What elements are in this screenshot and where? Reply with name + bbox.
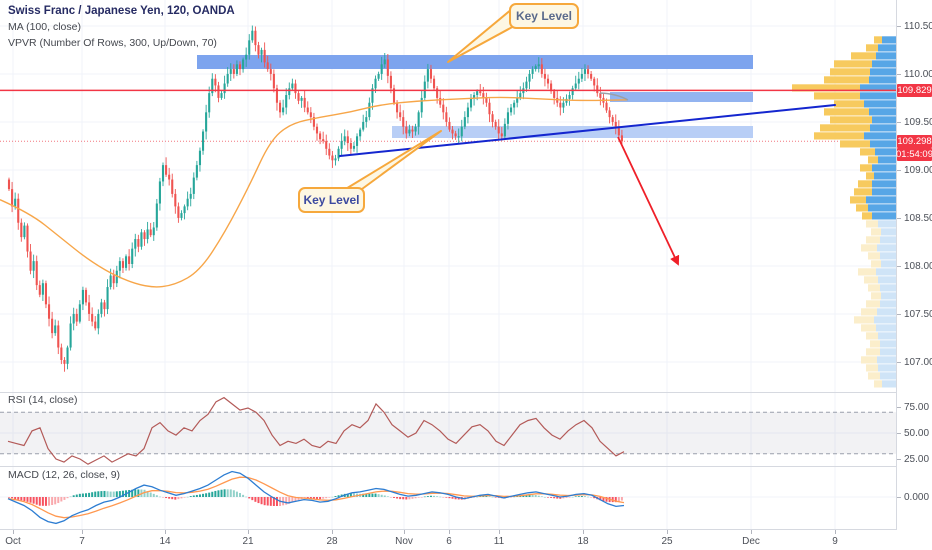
time-tick-label: 9	[832, 536, 838, 547]
time-tick-label: Oct	[5, 536, 21, 547]
countdown-badge: 01:54:09	[896, 147, 932, 161]
price-tick-label: 50.00	[897, 427, 929, 439]
tick-dash	[82, 530, 83, 534]
time-tick-label: 6	[446, 536, 452, 547]
key-level-callout-bottom[interactable]: Key Level	[298, 187, 365, 213]
tick-dash	[897, 432, 901, 434]
tick-dash	[667, 530, 668, 534]
price-badge: 109.829	[897, 83, 932, 97]
time-tick-label: Nov	[395, 536, 413, 547]
tick-dash	[404, 530, 405, 534]
price-tick-label: 108.500	[897, 212, 932, 224]
time-tick-label: 18	[577, 536, 589, 547]
price-tick-label: 25.00	[897, 453, 929, 465]
time-tick-label: 25	[661, 536, 673, 547]
price-tick-label: 108.000	[897, 260, 932, 272]
tick-dash	[897, 458, 901, 460]
tick-dash	[897, 496, 901, 498]
tick-dash	[897, 121, 901, 123]
key-level-callout-top[interactable]: Key Level	[509, 3, 579, 29]
tick-dash	[835, 530, 836, 534]
tick-dash	[897, 406, 901, 408]
tick-dash	[897, 73, 901, 75]
price-tick-label: 107.000	[897, 356, 932, 368]
time-tick-label: 11	[493, 536, 505, 547]
time-tick-label: 14	[159, 536, 171, 547]
key-level-top-text: Key Level	[515, 9, 573, 23]
tick-dash	[897, 361, 901, 363]
price-tick-label: 75.00	[897, 401, 929, 413]
rsi-label[interactable]: RSI (14, close)	[8, 394, 78, 406]
time-tick-label: 28	[326, 536, 338, 547]
tick-dash	[13, 530, 14, 534]
price-tick-label: 107.500	[897, 308, 932, 320]
macd-label[interactable]: MACD (12, 26, close, 9)	[8, 469, 121, 481]
legend-vpvr[interactable]: VPVR (Number Of Rows, 300, Up/Down, 70)	[8, 37, 217, 49]
price-tick-label: 0.000	[897, 491, 929, 503]
time-tick-label: Dec	[742, 536, 760, 547]
price-tick-label: 109.500	[897, 116, 932, 128]
time-tick-label: 7	[79, 536, 85, 547]
price-tick-label: 109.000	[897, 164, 932, 176]
symbol-title[interactable]: Swiss Franc / Japanese Yen, 120, OANDA	[8, 5, 235, 17]
legend-ma[interactable]: MA (100, close)	[8, 21, 81, 33]
tick-dash	[751, 530, 752, 534]
tick-dash	[897, 169, 901, 171]
price-tick-label: 110.000	[897, 68, 932, 80]
tick-dash	[332, 530, 333, 534]
price-axis[interactable]: 110.500 110.000 109.500 109.000 108.500 108.0…	[896, 0, 932, 530]
tick-dash	[248, 530, 249, 534]
key-level-bottom-text: Key Level	[303, 193, 360, 207]
tick-dash	[449, 530, 450, 534]
chart-legend: Swiss Franc / Japanese Yen, 120, OANDA M…	[8, 4, 235, 51]
tick-dash	[897, 265, 901, 267]
time-axis[interactable]: Oct 7 14 21 28 Nov 6 11 18 25 Dec 9	[0, 530, 932, 550]
tick-dash	[583, 530, 584, 534]
tick-dash	[897, 25, 901, 27]
price-tick-label: 110.500	[897, 20, 932, 32]
tick-dash	[897, 313, 901, 315]
time-tick-label: 21	[242, 536, 254, 547]
tick-dash	[897, 217, 901, 219]
tick-dash	[499, 530, 500, 534]
tick-dash	[165, 530, 166, 534]
price-badge: 109.298	[897, 134, 932, 148]
